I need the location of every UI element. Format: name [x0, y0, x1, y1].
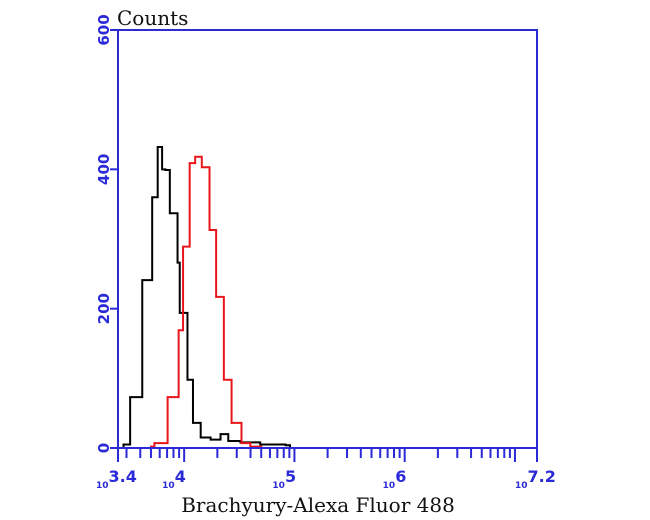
- data-point: [209, 438, 212, 441]
- x-tick-label: 107.2: [515, 467, 556, 491]
- x-axis-title: Brachyury-Alexa Fluor 488: [181, 493, 455, 517]
- data-point: [182, 245, 184, 248]
- data-point: [177, 329, 180, 332]
- data-point: [201, 166, 203, 169]
- y-axis-title: Counts: [117, 6, 188, 30]
- y-tick-label: 0: [95, 443, 113, 453]
- data-point: [141, 279, 144, 281]
- x-tick-exponent: 6: [395, 467, 406, 486]
- data-point: [166, 396, 169, 398]
- x-tick-base: 10: [515, 481, 528, 491]
- x-tick-base: 10: [272, 481, 285, 491]
- data-point: [194, 155, 196, 158]
- data-point: [240, 442, 243, 444]
- data-point: [192, 422, 194, 424]
- data-point: [122, 443, 125, 446]
- data-point: [178, 312, 181, 314]
- data-point: [188, 162, 191, 164]
- y-tick-label: 600: [95, 14, 113, 45]
- data-point: [186, 378, 189, 381]
- data-point: [230, 422, 233, 424]
- x-tick-base: 10: [96, 481, 109, 491]
- data-point: [284, 444, 287, 447]
- data-point: [259, 443, 262, 446]
- x-tick-label: 106: [383, 467, 407, 491]
- data-point: [161, 168, 163, 171]
- data-point: [176, 261, 179, 264]
- x-tick-base: 10: [383, 481, 396, 491]
- data-point: [129, 396, 131, 398]
- data-point: [227, 440, 230, 442]
- data-point: [215, 296, 217, 298]
- y-tick-label: 400: [95, 154, 113, 185]
- x-tick-exponent: 3.4: [109, 467, 137, 486]
- data-point: [223, 378, 225, 381]
- data-point: [156, 146, 159, 148]
- data-point: [219, 433, 222, 435]
- plot-frame: [117, 29, 538, 449]
- x-tick-exponent: 4: [175, 467, 186, 486]
- x-tick-label: 103.4: [96, 467, 137, 491]
- x-tick-label: 104: [162, 467, 186, 491]
- x-tick-label: 105: [272, 467, 296, 491]
- x-tick-base: 10: [162, 481, 175, 491]
- data-point: [151, 196, 153, 198]
- histogram-series-control: [118, 146, 292, 449]
- data-point: [199, 436, 202, 439]
- data-point: [208, 229, 211, 231]
- data-point: [169, 212, 171, 215]
- x-tick-exponent: 7.2: [528, 467, 556, 486]
- data-point: [164, 169, 167, 171]
- histogram-series-sample: [118, 155, 263, 449]
- data-point: [153, 442, 156, 444]
- x-tick-exponent: 5: [285, 467, 296, 486]
- y-tick-label: 200: [95, 293, 113, 324]
